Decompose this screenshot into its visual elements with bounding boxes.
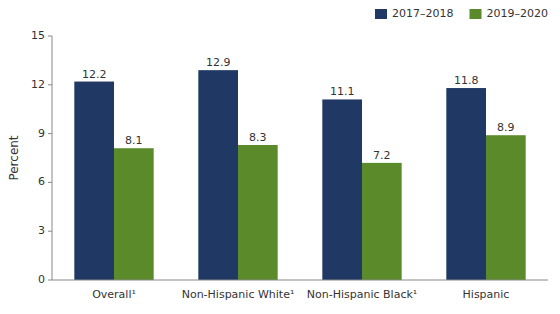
y-tick-label: 6 xyxy=(38,175,45,188)
data-label: 8.1 xyxy=(125,134,143,147)
bar xyxy=(198,70,238,280)
chart: 0 3 6 9 12 15 Percent 12.2 12.9 11.1 11.8 8.1 8.3 7.2… xyxy=(0,0,560,314)
x-tick-label: Non-Hispanic White¹ xyxy=(182,288,295,301)
x-tick-label: Hispanic xyxy=(463,288,510,301)
y-axis-label: Percent xyxy=(7,135,21,180)
data-label: 12.2 xyxy=(82,68,107,81)
y-tick xyxy=(48,182,52,183)
legend-item: 2019–2020 xyxy=(470,7,549,20)
y-tick-label: 15 xyxy=(31,29,45,42)
y-tick-label: 12 xyxy=(31,78,45,91)
data-label: 11.1 xyxy=(330,85,355,98)
legend-item: 2017–2018 xyxy=(375,7,454,20)
legend-swatch xyxy=(375,9,387,19)
x-axis: Overall¹ Non-Hispanic White¹ Non-Hispanic … xyxy=(52,280,548,301)
bar xyxy=(446,88,486,280)
data-label: 8.9 xyxy=(497,121,515,134)
bar xyxy=(114,148,154,280)
legend-swatch xyxy=(470,9,482,19)
legend-label: 2019–2020 xyxy=(487,7,549,20)
data-label: 11.8 xyxy=(454,74,479,87)
x-axis-line xyxy=(52,280,548,281)
bar xyxy=(486,135,526,280)
y-tick-label: 0 xyxy=(38,273,45,286)
legend: 2017–2018 2019–2020 xyxy=(375,7,548,20)
chart-container: 0 3 6 9 12 15 Percent 12.2 12.9 11.1 11.8 8.1 8.3 7.2… xyxy=(0,0,560,314)
data-label: 12.9 xyxy=(206,56,231,69)
y-tick xyxy=(48,280,52,281)
data-label: 7.2 xyxy=(373,149,391,162)
y-axis-line xyxy=(52,36,53,280)
y-axis: 0 3 6 9 12 15 xyxy=(31,29,52,286)
y-tick xyxy=(48,231,52,232)
x-tick-label: Overall¹ xyxy=(92,288,136,301)
y-tick-label: 3 xyxy=(38,224,45,237)
data-labels: 12.2 12.9 11.1 11.8 8.1 8.3 7.2 8.9 xyxy=(82,56,515,162)
bar xyxy=(362,163,402,280)
bar xyxy=(238,145,278,280)
legend-label: 2017–2018 xyxy=(392,7,454,20)
bar xyxy=(322,99,362,280)
bars xyxy=(74,70,525,280)
x-tick-label: Non-Hispanic Black¹ xyxy=(307,288,417,301)
y-tick xyxy=(48,36,52,37)
y-tick-label: 9 xyxy=(38,127,45,140)
bar xyxy=(74,82,114,280)
y-tick xyxy=(48,133,52,134)
y-tick xyxy=(48,84,52,85)
data-label: 8.3 xyxy=(249,131,267,144)
